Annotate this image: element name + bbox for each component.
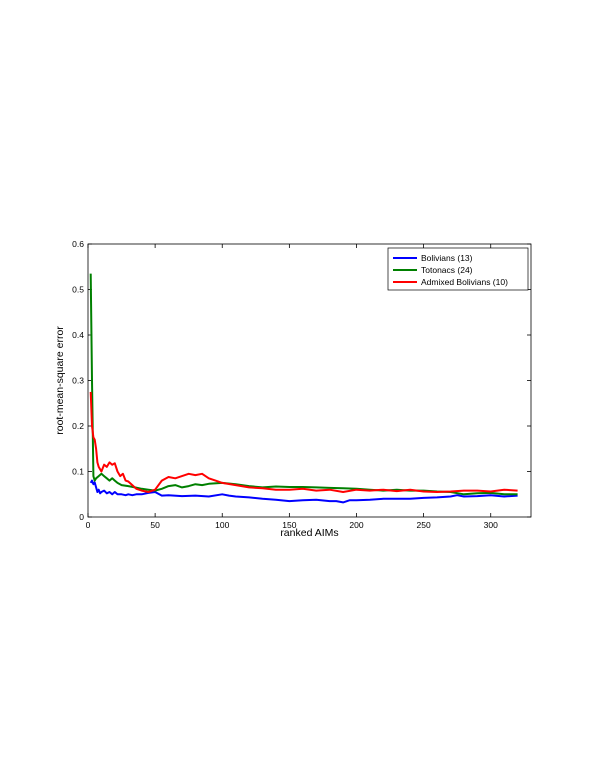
y-tick-label: 0.4: [72, 330, 84, 340]
legend-label-bolivians: Bolivians (13): [421, 253, 473, 263]
y-tick-label: 0.3: [72, 376, 84, 386]
x-tick-label: 150: [282, 520, 296, 530]
axis-ticks: 0 50 100 150 200 250 300 0 0.1 0.2 0.3 0.4 0.5 0.6: [72, 239, 531, 530]
x-tick-label: 0: [86, 520, 91, 530]
x-tick-label: 250: [417, 520, 431, 530]
x-tick-label: 50: [150, 520, 160, 530]
y-tick-label: 0.5: [72, 285, 84, 295]
series-lines: [89, 273, 518, 504]
x-axis-label: ranked AIMs: [280, 527, 338, 539]
legend: Bolivians (13) Totonacs (24) Admixed Bol…: [387, 247, 529, 291]
legend-label-totonacs: Totonacs (24): [421, 265, 473, 275]
legend-label-admixed-bolivians: Admixed Bolivians (10): [421, 277, 508, 287]
series-line-bolivians: [89, 479, 518, 504]
y-tick-label: 0.2: [72, 421, 84, 431]
y-axis-label: root-mean-square error: [54, 326, 66, 435]
y-tick-label: 0.1: [72, 467, 84, 477]
x-tick-label: 100: [215, 520, 229, 530]
x-tick-label: 300: [484, 520, 498, 530]
y-tick-label: 0: [79, 512, 84, 522]
x-tick-label: 200: [349, 520, 363, 530]
y-tick-label: 0.6: [72, 239, 84, 249]
series-line-admixed-bolivians: [89, 391, 518, 493]
